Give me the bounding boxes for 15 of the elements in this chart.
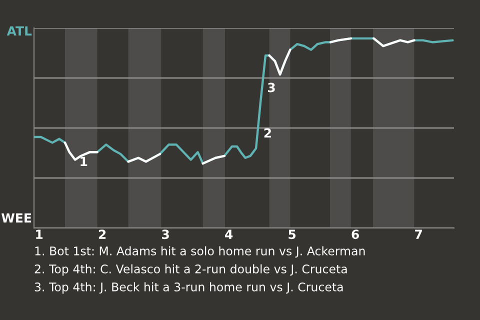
- annotation: 3: [268, 82, 275, 92]
- text: 1. Bot 1st: M. Adams hit a solo home run vs J. Ackerman: [35, 246, 365, 258]
- annotation: 1: [80, 156, 88, 166]
- annotation: 2: [264, 128, 271, 138]
- x-tick-label: 4: [225, 230, 233, 239]
- text: ATL: [6, 26, 32, 36]
- text: 3. Top 4th: J. Beck hit a 3-run home run vs J. Cruceta: [34, 282, 343, 294]
- text: WEE: [2, 213, 32, 222]
- x-tick-label: 1: [36, 230, 43, 239]
- text: 2. Top 4th: C. Velasco hit a 2-run double vs J. Cruceta: [34, 264, 347, 276]
- x-tick-label: 5: [288, 230, 296, 240]
- x-tick-label: 6: [352, 230, 359, 240]
- x-tick-label: 2: [98, 230, 106, 239]
- x-tick-label: 7: [415, 230, 422, 239]
- x-tick-label: 3: [162, 230, 169, 240]
